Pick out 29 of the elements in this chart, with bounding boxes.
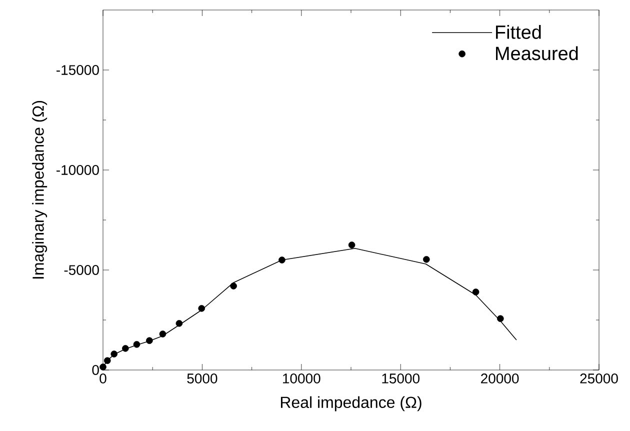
point — [230, 282, 237, 290]
point — [110, 350, 118, 358]
point — [278, 256, 286, 264]
point — [348, 242, 356, 248]
x-tick-label: 0 — [100, 374, 106, 384]
point — [104, 357, 111, 364]
y-tick-label: 0 — [92, 365, 99, 375]
x-tick-label: 15000 — [382, 374, 420, 384]
point — [146, 337, 153, 344]
legend-label: Measured — [496, 46, 578, 60]
x-tick-label: 5000 — [187, 374, 218, 384]
point — [198, 305, 206, 312]
x-tick-label: 25000 — [580, 374, 618, 384]
point — [159, 330, 166, 338]
point — [497, 315, 504, 322]
y-axis-title: Imaginary impedance (Ω) — [32, 101, 48, 279]
y-tick-label: -10000 — [56, 165, 99, 175]
point — [133, 341, 140, 348]
x-tick-label: 10000 — [283, 374, 320, 384]
x-axis-title: Real impedance (Ω) — [280, 396, 422, 412]
point — [100, 364, 106, 370]
point — [122, 345, 129, 352]
x-tick-label: 20000 — [481, 374, 519, 384]
point — [176, 320, 183, 327]
y-tick-label: -5000 — [64, 265, 99, 275]
point — [472, 288, 480, 296]
y-tick-label: -15000 — [56, 65, 99, 75]
point — [423, 256, 430, 263]
legend-label: Fitted — [496, 24, 541, 39]
